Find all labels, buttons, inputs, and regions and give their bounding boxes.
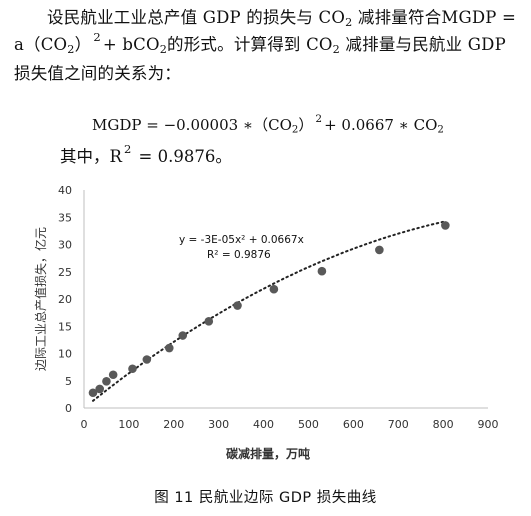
regression-equation: MGDP = −0.00003 ∗（CO2） 2 + 0.0667 ∗ CO2	[92, 113, 444, 136]
y-tick-label: 35	[58, 211, 72, 224]
data-point	[269, 284, 279, 294]
subscript: 2	[437, 124, 444, 136]
x-tick-label: 100	[118, 418, 139, 431]
text-run: 减排量与民航业 GDP 损失值之间的关系为：	[14, 35, 506, 83]
subscript: 2	[291, 124, 299, 136]
superscript: 2	[123, 142, 132, 157]
data-point	[204, 317, 214, 326]
equation-text: + 0.0667 ∗ CO	[324, 116, 438, 134]
x-tick-label: 900	[478, 418, 499, 431]
equation-text: MGDP = −0.00003 ∗（CO	[92, 116, 292, 134]
y-tick-label: 10	[58, 348, 72, 361]
superscript: 2	[93, 30, 101, 45]
data-point	[441, 221, 450, 230]
text-run: = 0.9876。	[133, 147, 232, 166]
y-tick-label: 0	[65, 402, 72, 415]
y-tick-label: 30	[58, 239, 72, 252]
x-tick-label: 800	[433, 418, 454, 431]
y-tick-label: 25	[58, 266, 72, 279]
data-point	[88, 388, 98, 398]
data-point	[95, 384, 105, 394]
y-axis-label: 边际工业总产值损失，亿元	[33, 227, 48, 371]
y-tick-label: 40	[58, 184, 72, 197]
trend-equation-label: y = -3E-05x² + 0.0667x	[179, 234, 304, 246]
data-point	[164, 343, 174, 353]
text-run: 减排量符合	[352, 8, 442, 27]
data-point	[178, 331, 188, 340]
chart-axes	[83, 190, 488, 409]
text-run: 的形式。计算得到 CO	[167, 35, 333, 54]
x-tick-label: 300	[208, 418, 229, 431]
x-tick-label: 0	[81, 418, 88, 431]
data-point	[102, 376, 111, 386]
scatter-chart: 0 5 10 15 20 25 30 35 40 0 100 200 300 400 500 600 700 8…	[33, 184, 499, 461]
data-points	[88, 221, 450, 398]
y-tick-label: 5	[65, 375, 72, 388]
y-tick-labels: 0 5 10 15 20 25 30 35 40	[58, 184, 72, 415]
y-tick-label: 20	[58, 293, 72, 306]
subscript: 2	[67, 42, 75, 56]
formula-text: ）	[74, 35, 92, 54]
y-tick-label: 15	[58, 320, 72, 333]
trendline	[92, 220, 447, 402]
subscript: 2	[332, 42, 340, 56]
x-axis-label: 碳减排量，万吨	[226, 446, 310, 461]
data-point	[108, 370, 118, 380]
body-paragraph: 设民航业工业总产值 GDP 的损失与 CO2 减排量符合MGDP = a（CO2…	[14, 4, 519, 87]
data-point	[128, 364, 137, 374]
x-tick-labels: 0 100 200 300 400 500 600 700 800 900	[81, 418, 499, 431]
subscript: 2	[159, 42, 168, 56]
x-tick-label: 400	[253, 418, 274, 431]
subscript: 2	[345, 15, 353, 29]
x-tick-label: 200	[163, 418, 184, 431]
x-tick-label: 500	[298, 418, 319, 431]
formula-text: + bCO	[102, 35, 160, 54]
formula-text: MGDP = a（CO	[14, 8, 517, 54]
text-run: 其中，R	[60, 147, 122, 166]
equation-text: ）	[298, 116, 314, 134]
x-tick-label: 600	[343, 418, 364, 431]
trend-r2-label: R² = 0.9876	[207, 249, 271, 261]
data-point	[317, 266, 327, 276]
data-point	[233, 301, 242, 310]
data-point	[142, 355, 152, 364]
text-run: 设民航业工业总产值 GDP 的损失与 CO	[47, 8, 346, 27]
superscript: 2	[315, 113, 323, 126]
x-tick-label: 700	[388, 418, 409, 431]
data-point	[375, 245, 384, 255]
r-squared-line: 其中，R 2 = 0.9876。	[60, 142, 232, 167]
figure-caption: 图 11 民航业边际 GDP 损失曲线	[154, 490, 377, 506]
